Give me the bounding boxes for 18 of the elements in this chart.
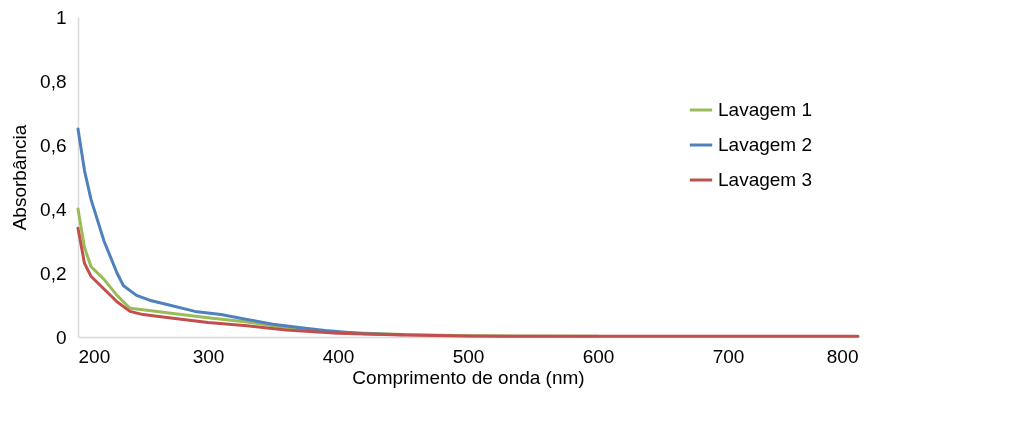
y-tick-label: 0,8 bbox=[40, 70, 67, 92]
x-tick-label: 200 bbox=[78, 345, 111, 367]
legend-label: Lavagem 1 bbox=[718, 99, 813, 120]
x-axis-title: Comprimento de onda (nm) bbox=[352, 366, 585, 388]
y-tick-label: 0,2 bbox=[40, 262, 67, 284]
x-tick-label: 400 bbox=[322, 345, 355, 367]
y-tick-label: 1 bbox=[55, 6, 67, 28]
y-tick-label: 0,4 bbox=[40, 198, 67, 220]
x-tick-label: 800 bbox=[826, 345, 859, 367]
legend-label: Lavagem 3 bbox=[718, 169, 813, 190]
x-tick-label: 700 bbox=[712, 345, 745, 367]
y-tick-label: 0 bbox=[55, 326, 67, 348]
y-tick-label: 0,6 bbox=[40, 134, 67, 156]
x-tick-label: 500 bbox=[452, 345, 485, 367]
x-tick-label: 300 bbox=[192, 345, 225, 367]
legend-label: Lavagem 2 bbox=[718, 134, 813, 155]
y-axis-title: Absorbância bbox=[9, 124, 31, 231]
x-tick-label: 600 bbox=[582, 345, 615, 367]
